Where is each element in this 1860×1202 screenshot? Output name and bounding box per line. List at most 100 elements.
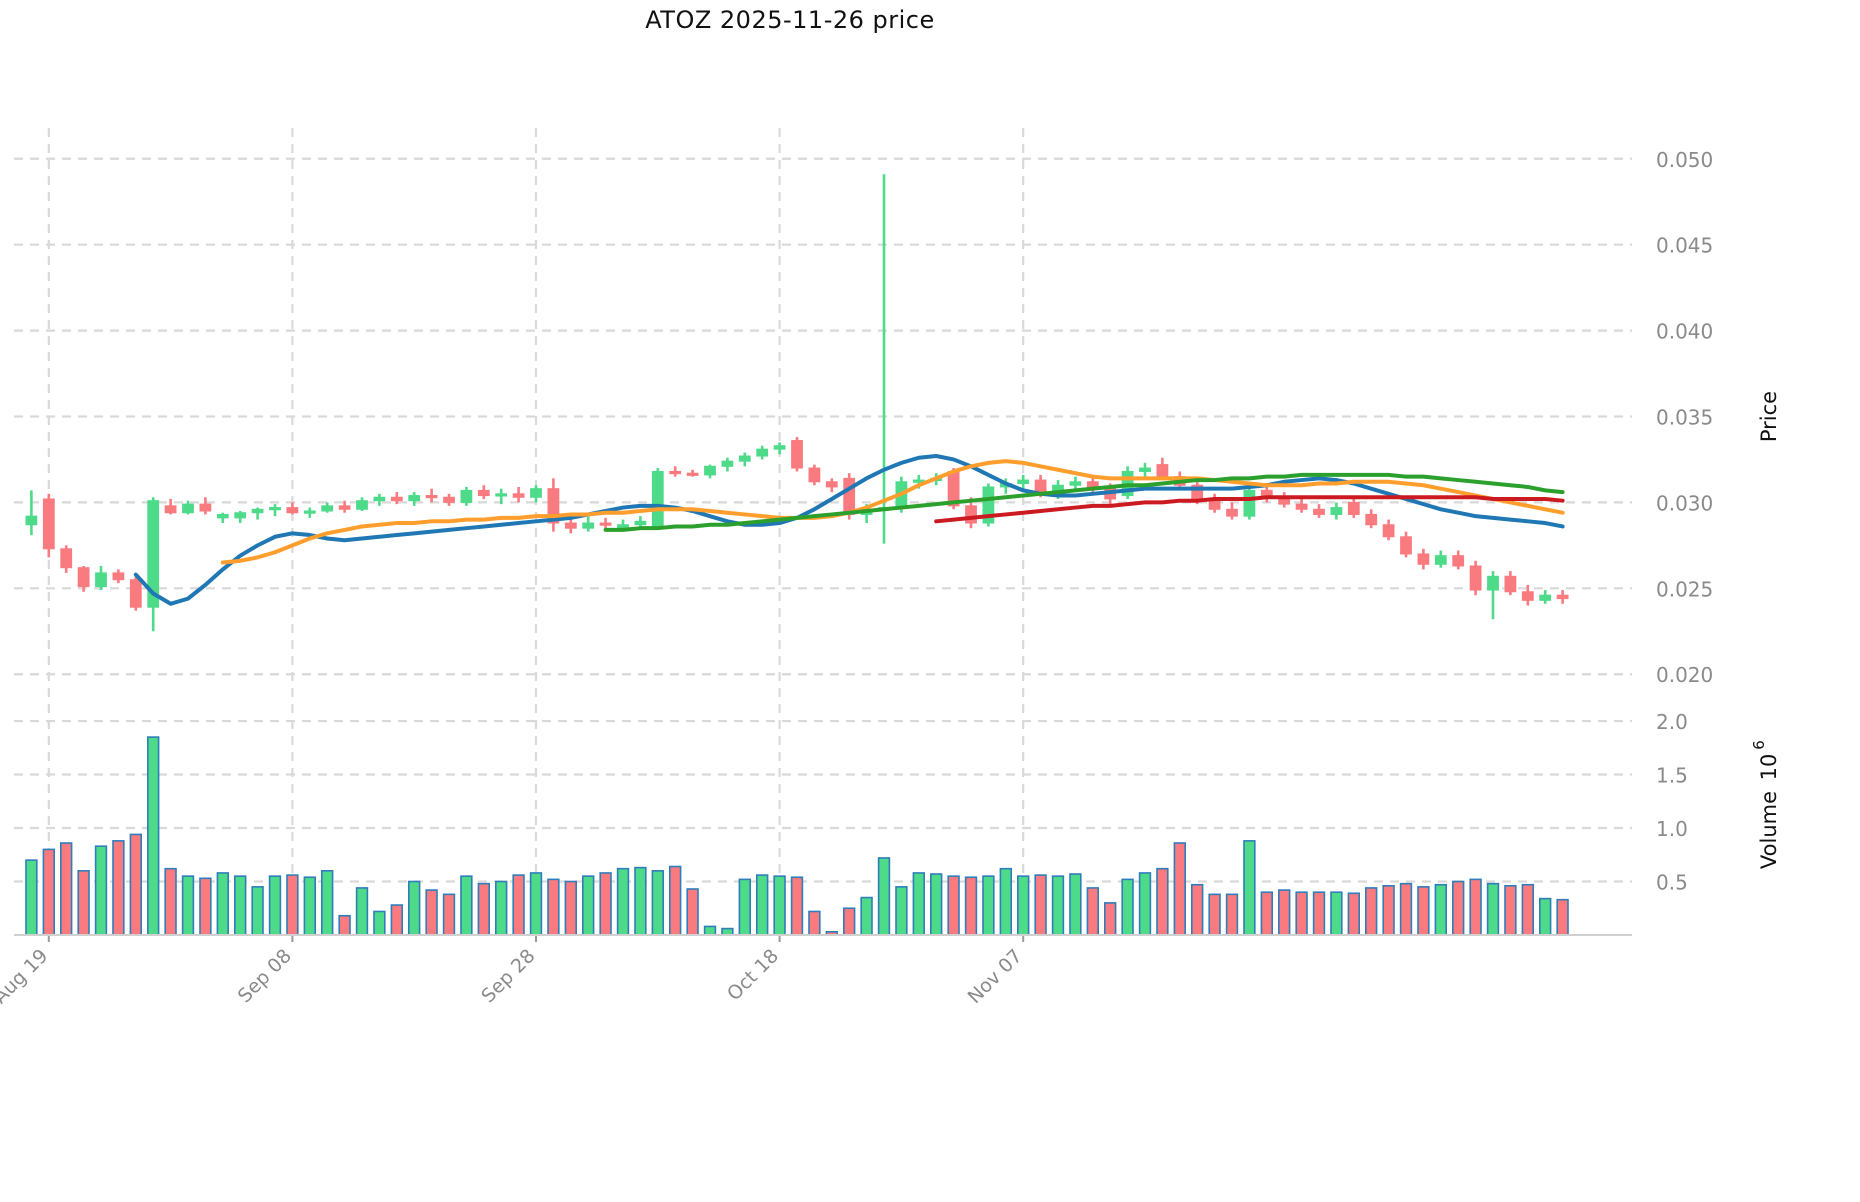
candle-body — [651, 470, 664, 529]
volume-bar — [930, 873, 943, 936]
candle-body — [843, 477, 856, 515]
candle-body — [1469, 565, 1482, 591]
candle — [773, 442, 786, 455]
candle — [1539, 590, 1552, 604]
volume-bar — [877, 857, 891, 936]
candle-body — [321, 505, 334, 512]
candle-body — [1417, 553, 1430, 565]
candle — [182, 500, 194, 515]
volume-bar — [147, 736, 160, 936]
candle — [77, 565, 90, 592]
candle — [1226, 502, 1238, 520]
candle-body — [825, 481, 838, 488]
volume-bar — [1225, 893, 1239, 936]
candle — [199, 497, 212, 515]
candle — [669, 466, 682, 477]
candle — [1260, 485, 1273, 503]
candle — [1417, 548, 1430, 570]
candle — [373, 493, 386, 506]
candle — [634, 516, 647, 529]
candle-body — [147, 500, 160, 608]
candle-body — [477, 489, 490, 497]
candle — [704, 464, 716, 479]
candle — [164, 498, 177, 515]
volume-bar — [1399, 882, 1413, 936]
candle-body — [425, 495, 438, 499]
volume-bar — [425, 889, 438, 936]
volume-bar — [42, 848, 55, 936]
volume-bar — [199, 877, 212, 936]
candle — [303, 507, 316, 518]
volume-exponent-superscript: 6 — [1750, 740, 1768, 750]
candle — [338, 500, 351, 513]
volume-bar — [1556, 898, 1569, 936]
candle-body — [1226, 508, 1238, 517]
candle-body — [303, 510, 316, 514]
volume-bar — [756, 874, 769, 936]
volume-bar — [1086, 887, 1099, 936]
volume-bar — [94, 845, 108, 936]
candle-body — [234, 512, 247, 519]
candle-body — [738, 455, 751, 462]
candle-body — [95, 572, 107, 588]
candle-body — [1139, 467, 1151, 472]
candle-body — [1504, 575, 1517, 593]
candle-body — [1069, 481, 1082, 486]
price-tick-label: 0.040 — [1656, 320, 1713, 344]
candle — [234, 511, 247, 524]
volume-exponent-label: 10 — [1757, 754, 1781, 781]
volume-bar — [1243, 840, 1256, 936]
volume-bar — [25, 859, 38, 936]
candle-body — [42, 498, 55, 550]
candle — [738, 452, 751, 467]
volume-bar — [303, 876, 316, 936]
volume-bar — [1452, 880, 1465, 936]
candle-body — [338, 505, 351, 510]
candle-body — [1243, 489, 1256, 517]
date-tick-label: Nov 07 — [964, 945, 1027, 1008]
candle — [651, 468, 664, 530]
candle-body — [1017, 479, 1030, 485]
price-tick-label: 0.050 — [1656, 148, 1713, 172]
volume-bar — [547, 878, 560, 936]
candle-body — [982, 486, 995, 524]
candle — [512, 486, 525, 503]
volume-bar — [460, 875, 473, 936]
candle — [1556, 590, 1569, 604]
price-tick-label: 0.025 — [1656, 577, 1713, 601]
candle — [1434, 550, 1447, 568]
candle-body — [773, 445, 786, 450]
volume-bar — [1469, 878, 1482, 936]
candle — [443, 493, 455, 506]
volume-bar — [251, 886, 264, 936]
volume-bar — [1278, 889, 1291, 936]
candle-body — [564, 522, 577, 529]
candle — [1330, 502, 1343, 520]
volume-bar — [1191, 883, 1204, 936]
volume-bar — [1069, 873, 1082, 936]
candle-body — [1434, 555, 1447, 565]
candle — [408, 492, 421, 506]
candle — [1278, 492, 1291, 508]
chart-title: ATOZ 2025-11-26 price — [645, 6, 935, 34]
volume-bar — [808, 910, 821, 936]
candle-body — [512, 493, 525, 498]
candle-body — [182, 503, 194, 514]
date-tick-label: Sep 08 — [234, 945, 296, 1007]
candle — [95, 565, 107, 591]
volume-bar — [234, 875, 247, 936]
volume-bar — [1295, 891, 1308, 936]
candle — [982, 483, 995, 527]
candle-body — [373, 496, 386, 502]
candle — [251, 507, 264, 520]
candle — [1452, 550, 1465, 570]
volume-bar — [1382, 884, 1395, 936]
volume-bar — [1539, 897, 1552, 936]
candle — [1504, 571, 1517, 596]
candle — [60, 545, 73, 573]
candle-body — [791, 440, 803, 469]
candle-body — [129, 579, 142, 608]
volume-bar — [321, 870, 334, 936]
volume-bar — [651, 870, 664, 936]
volume-bar — [790, 876, 804, 936]
